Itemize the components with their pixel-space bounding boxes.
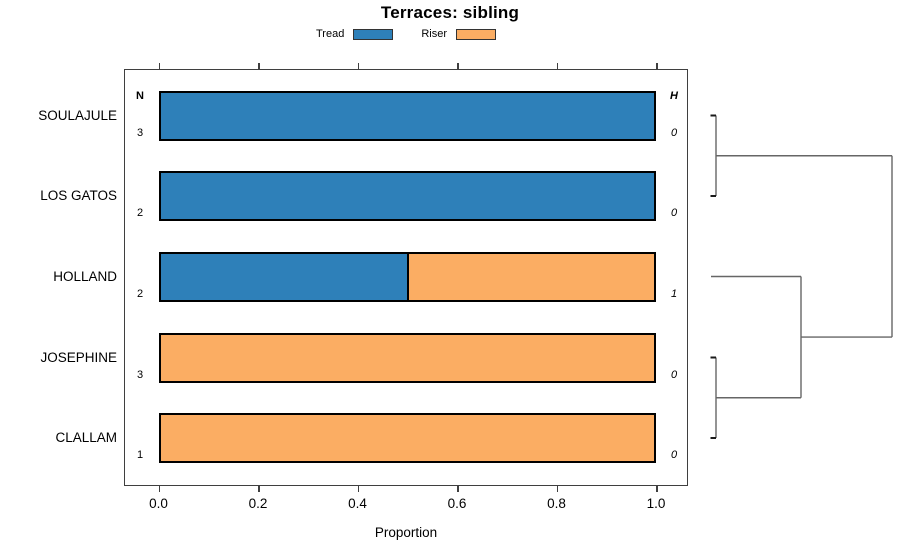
- legend-item-riser: Riser: [421, 28, 496, 41]
- stacked-bar: [158, 251, 656, 302]
- row-label: LOS GATOS: [40, 188, 117, 203]
- bar-segment-riser: [160, 334, 654, 381]
- chart-row-clallam: CLALLAM 1 0: [0, 413, 900, 463]
- h-value: 1: [670, 287, 678, 300]
- x-tick-label: 0.2: [248, 496, 268, 511]
- legend-label-riser: Riser: [421, 28, 447, 40]
- h-value: 0: [670, 207, 678, 219]
- x-tick-label: 1.0: [646, 496, 666, 511]
- chart-row-soulajule: SOULAJULE 3 0: [0, 90, 900, 141]
- stacked-bar: [158, 413, 656, 463]
- axis-tick: [656, 486, 658, 492]
- axis-tick: [457, 486, 459, 492]
- legend: Tread Riser: [124, 28, 688, 41]
- n-column-header: N: [136, 90, 144, 102]
- n-value: 1: [136, 449, 144, 461]
- bar-segment-riser: [407, 253, 654, 300]
- axis-tick: [556, 486, 558, 492]
- row-label: SOULAJULE: [38, 107, 117, 123]
- row-label: CLALLAM: [55, 430, 117, 445]
- row-label: HOLLAND: [53, 268, 117, 284]
- n-value: 3: [136, 368, 144, 381]
- bar-segment-tread: [160, 92, 654, 139]
- axis-tick: [357, 486, 359, 492]
- chart-row-los-gatos: LOS GATOS 2 0: [0, 171, 900, 221]
- bar-segment-tread: [160, 253, 408, 300]
- tread-color-swatch: [353, 29, 394, 40]
- h-value: 0: [670, 449, 678, 461]
- axis-tick: [457, 63, 459, 69]
- stacked-bar: [158, 332, 656, 383]
- stacked-bar: [158, 90, 656, 141]
- x-tick-label: 0.6: [447, 496, 467, 511]
- bar-segment-tread: [160, 173, 654, 219]
- axis-tick: [258, 486, 260, 492]
- legend-label-tread: Tread: [316, 28, 345, 40]
- n-value: 2: [136, 207, 144, 219]
- x-tick-label: 0.0: [149, 496, 168, 511]
- n-value: 3: [136, 126, 144, 139]
- h-column-header: H: [670, 90, 678, 102]
- chart-row-holland: HOLLAND 2 1: [0, 251, 900, 302]
- x-tick-label: 0.8: [547, 496, 566, 511]
- x-tick-label: 0.4: [348, 496, 367, 511]
- legend-item-tread: Tread: [316, 28, 394, 41]
- riser-color-swatch: [456, 29, 496, 40]
- x-axis-label: Proportion: [374, 525, 438, 540]
- axis-tick: [357, 63, 359, 69]
- bar-segment-riser: [160, 415, 654, 461]
- axis-tick: [158, 486, 160, 492]
- plot-frame: [124, 69, 688, 486]
- stacked-bar: [158, 171, 656, 221]
- axis-tick: [258, 63, 260, 69]
- axis-tick: [556, 63, 558, 69]
- h-value: 0: [670, 368, 678, 381]
- axis-tick: [656, 63, 658, 69]
- chart-row-josephine: JOSEPHINE 3 0: [0, 332, 900, 383]
- row-label: JOSEPHINE: [40, 349, 117, 365]
- h-value: 0: [670, 126, 678, 139]
- chart-title: Terraces: sibling: [380, 3, 520, 22]
- n-value: 2: [136, 287, 144, 300]
- axis-tick: [158, 63, 160, 69]
